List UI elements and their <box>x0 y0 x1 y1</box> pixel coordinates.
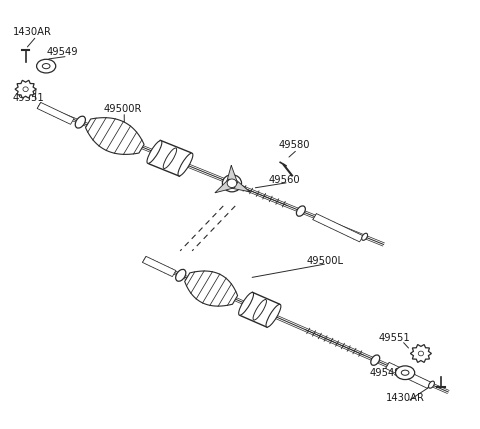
Text: 49551: 49551 <box>12 94 45 103</box>
Polygon shape <box>148 140 192 176</box>
Ellipse shape <box>362 233 368 240</box>
Polygon shape <box>313 214 363 242</box>
Ellipse shape <box>418 351 423 356</box>
Text: 1430AR: 1430AR <box>12 27 51 37</box>
Polygon shape <box>85 118 144 154</box>
Text: 49551: 49551 <box>379 333 410 343</box>
Polygon shape <box>143 257 176 277</box>
Polygon shape <box>37 103 74 124</box>
Ellipse shape <box>253 299 266 320</box>
Text: 1430AR: 1430AR <box>386 393 425 403</box>
Polygon shape <box>240 292 280 327</box>
Polygon shape <box>229 179 250 192</box>
Ellipse shape <box>42 63 50 69</box>
Polygon shape <box>185 271 238 306</box>
Ellipse shape <box>178 153 193 176</box>
Ellipse shape <box>396 366 415 380</box>
Ellipse shape <box>297 206 305 216</box>
Ellipse shape <box>75 116 85 128</box>
Text: 49549: 49549 <box>369 368 401 378</box>
Text: 49580: 49580 <box>278 140 310 150</box>
Polygon shape <box>215 179 235 193</box>
Text: 49500L: 49500L <box>307 256 344 266</box>
Text: 49560: 49560 <box>269 175 300 184</box>
Ellipse shape <box>371 355 380 366</box>
Polygon shape <box>385 363 431 388</box>
Ellipse shape <box>222 175 241 192</box>
Ellipse shape <box>429 381 434 388</box>
Text: 49500R: 49500R <box>104 104 142 114</box>
Ellipse shape <box>163 148 177 169</box>
Ellipse shape <box>176 269 186 281</box>
Polygon shape <box>226 165 238 184</box>
Polygon shape <box>15 80 36 98</box>
Ellipse shape <box>227 179 237 187</box>
Polygon shape <box>410 344 432 363</box>
Ellipse shape <box>401 370 409 375</box>
Text: 49549: 49549 <box>46 47 78 57</box>
Ellipse shape <box>266 304 281 327</box>
Ellipse shape <box>239 293 253 315</box>
Ellipse shape <box>23 87 28 91</box>
Ellipse shape <box>36 59 56 73</box>
Ellipse shape <box>147 141 162 163</box>
